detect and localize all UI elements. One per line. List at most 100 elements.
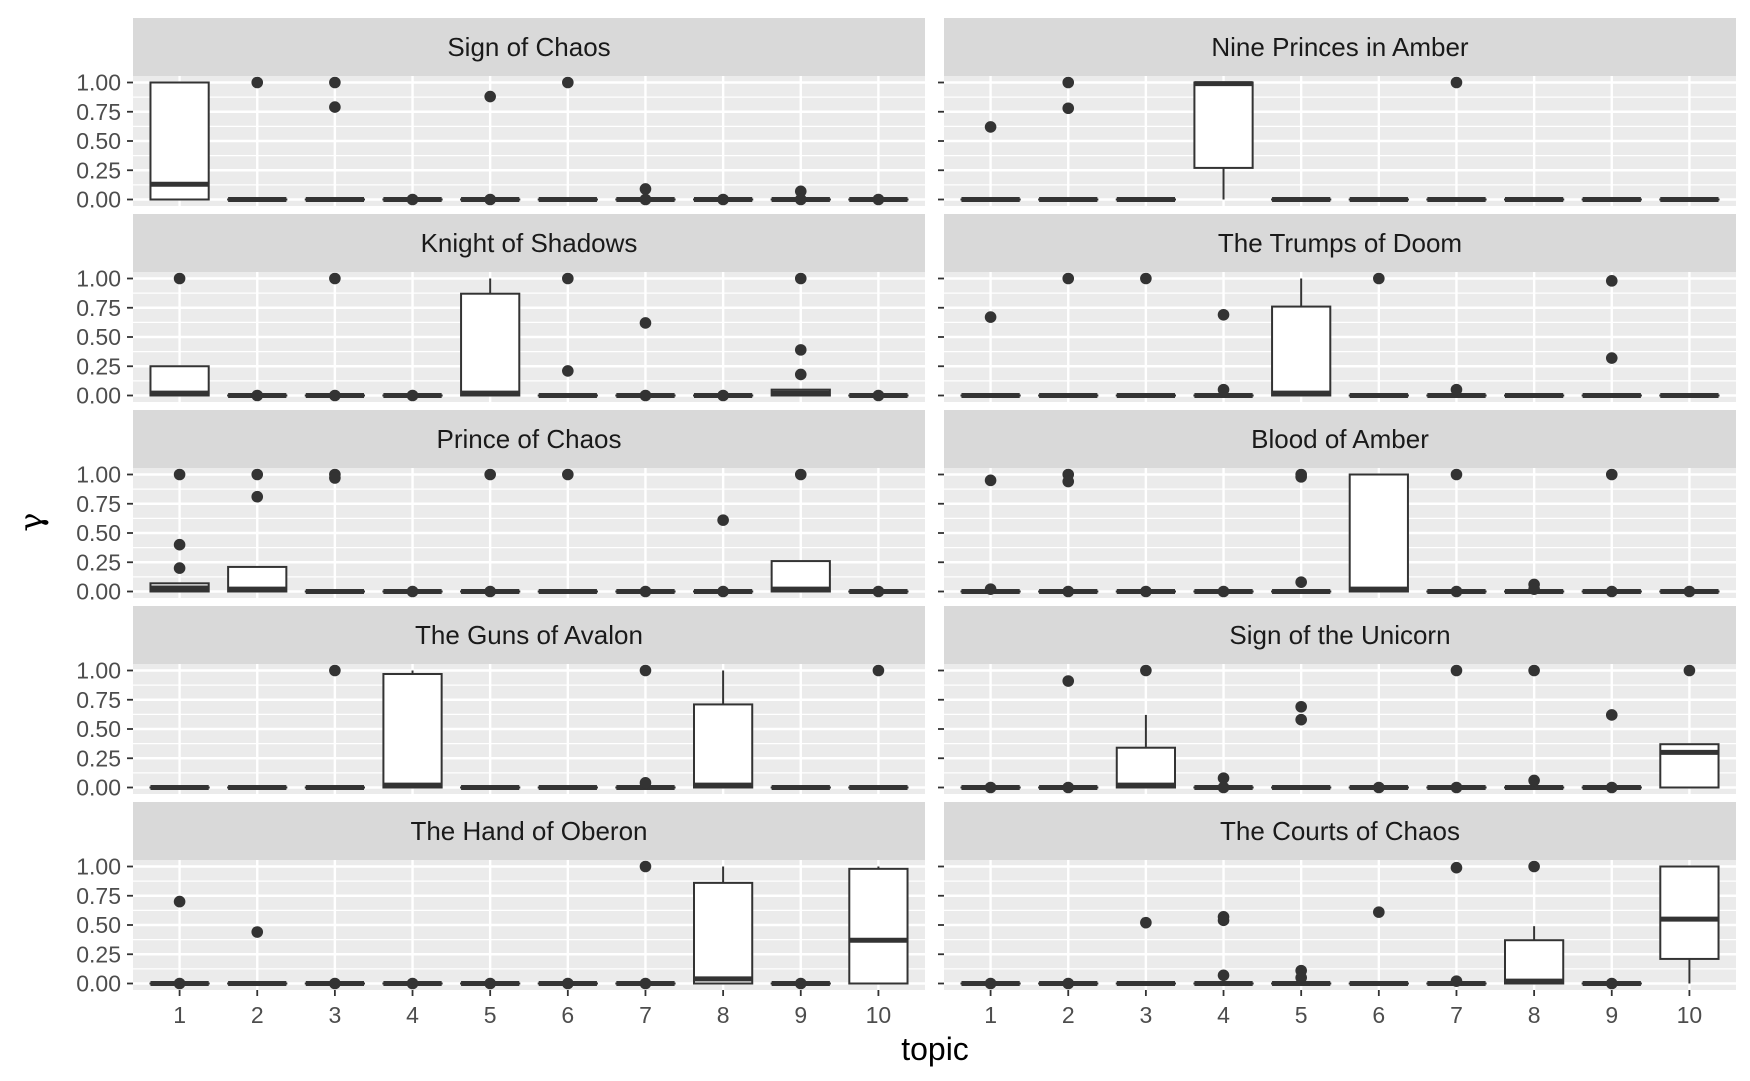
outlier-point xyxy=(1605,585,1618,598)
outlier-point xyxy=(794,344,807,356)
outlier-point xyxy=(1295,700,1307,713)
box-topic-2 xyxy=(227,926,288,986)
facet-panels: Sign of Chaos 0.00 0.25 0.50 0.75 1.00 Nine Pr… xyxy=(76,18,1736,1028)
outlier-point xyxy=(1140,664,1152,677)
x-tick-label: 2 xyxy=(1062,1002,1075,1028)
box-topic-3 xyxy=(1115,916,1176,986)
box-topic-2 xyxy=(1038,76,1099,202)
box-topic-1 xyxy=(960,474,1021,595)
box-topic-4 xyxy=(1193,911,1254,986)
box-topic-6 xyxy=(537,76,598,202)
outlier-point xyxy=(406,193,419,206)
facet-strip xyxy=(944,18,1736,76)
box-topic-3 xyxy=(304,977,366,990)
facet-title: Nine Princes in Amber xyxy=(1211,32,1469,62)
box-topic-1 xyxy=(149,468,210,593)
y-tick-label: 0.50 xyxy=(76,716,121,742)
y-tick-label: 0.75 xyxy=(76,687,121,713)
outlier-point xyxy=(639,193,652,206)
outlier-point xyxy=(1217,383,1230,396)
y-tick-label: 1.00 xyxy=(76,462,121,488)
x-tick-label: 10 xyxy=(866,1002,892,1028)
outlier-point xyxy=(984,583,997,595)
facet-strip xyxy=(133,802,925,860)
outlier-point xyxy=(1217,969,1230,982)
outlier-point xyxy=(717,514,729,526)
outlier-point xyxy=(872,193,885,206)
box-topic-3 xyxy=(304,272,366,402)
box-topic-10 xyxy=(848,193,909,206)
y-axis-title: γ xyxy=(12,512,50,531)
x-tick-label: 5 xyxy=(484,1002,497,1028)
box-topic-2 xyxy=(1038,468,1099,598)
facet-strip xyxy=(133,410,925,468)
outlier-point xyxy=(1062,272,1075,285)
outlier-point xyxy=(639,664,652,677)
outlier-point xyxy=(717,585,729,598)
outlier-point xyxy=(639,585,652,598)
facet-title: Prince of Chaos xyxy=(437,424,622,454)
facet-strip xyxy=(944,410,1736,468)
outlier-point xyxy=(1683,664,1696,677)
box-topic-7 xyxy=(615,317,676,402)
box-topic-9 xyxy=(1581,468,1642,598)
outlier-point xyxy=(173,468,186,481)
box-topic-5 xyxy=(460,977,521,990)
box-topic-2 xyxy=(1038,272,1099,398)
outlier-point xyxy=(251,389,264,402)
outlier-point xyxy=(1062,781,1075,794)
box-topic-8 xyxy=(693,670,754,789)
outlier-point xyxy=(1295,576,1307,588)
box-topic-9 xyxy=(770,185,831,206)
outlier-point xyxy=(1062,475,1075,488)
y-tick-label: 0.50 xyxy=(76,128,121,154)
y-tick-label: 0.75 xyxy=(76,295,121,321)
outlier-point xyxy=(173,538,186,551)
box-topic-4 xyxy=(1193,308,1254,398)
y-tick-label: 0.25 xyxy=(76,353,121,379)
y-tick-label: 0.75 xyxy=(76,99,121,125)
outlier-point xyxy=(406,977,419,990)
x-tick-label: 7 xyxy=(639,1002,652,1028)
outlier-point xyxy=(1140,272,1152,285)
box-topic-2 xyxy=(227,76,288,202)
box-topic-7 xyxy=(1426,383,1487,398)
y-tick-label: 0.25 xyxy=(76,745,121,771)
outlier-point xyxy=(1295,471,1307,483)
box-topic-6 xyxy=(1348,473,1409,593)
box-topic-7 xyxy=(615,664,676,790)
box-topic-5 xyxy=(1271,278,1332,397)
box-topic-1 xyxy=(960,781,1021,794)
box-topic-4 xyxy=(382,977,443,990)
facet-strip xyxy=(944,802,1736,860)
facet-title: Blood of Amber xyxy=(1251,424,1429,454)
outlier-point xyxy=(1605,352,1618,364)
box-topic-6 xyxy=(1348,781,1409,794)
box-topic-7 xyxy=(1426,861,1487,987)
facet-panel: The Hand of Oberon 0.00 0.25 0.50 0.75 1.00 1 2… xyxy=(76,802,925,1028)
outlier-point xyxy=(1450,664,1463,677)
box-iqr xyxy=(1348,473,1409,593)
outlier-point xyxy=(794,185,807,198)
outlier-point xyxy=(717,389,729,402)
x-tick-label: 5 xyxy=(1295,1002,1308,1028)
x-tick-label: 7 xyxy=(1450,1002,1463,1028)
x-tick-label: 3 xyxy=(328,1002,341,1028)
box-topic-1 xyxy=(960,311,1021,398)
facet-title: The Hand of Oberon xyxy=(410,816,647,846)
outlier-point xyxy=(173,272,186,285)
box-topic-2 xyxy=(227,389,288,402)
box-topic-6 xyxy=(537,977,598,990)
y-tick-label: 0.25 xyxy=(76,941,121,967)
facet-panel: The Trumps of Doom xyxy=(938,214,1736,402)
y-tick-label: 0.50 xyxy=(76,912,121,938)
box-iqr xyxy=(1659,865,1720,960)
outlier-point xyxy=(1217,772,1230,784)
facet-panel: Blood of Amber xyxy=(938,410,1736,598)
outlier-point xyxy=(251,468,264,481)
outlier-point xyxy=(1450,383,1463,396)
x-tick-label: 4 xyxy=(406,1002,419,1028)
outlier-point xyxy=(1062,585,1075,598)
box-topic-2 xyxy=(1038,675,1099,794)
